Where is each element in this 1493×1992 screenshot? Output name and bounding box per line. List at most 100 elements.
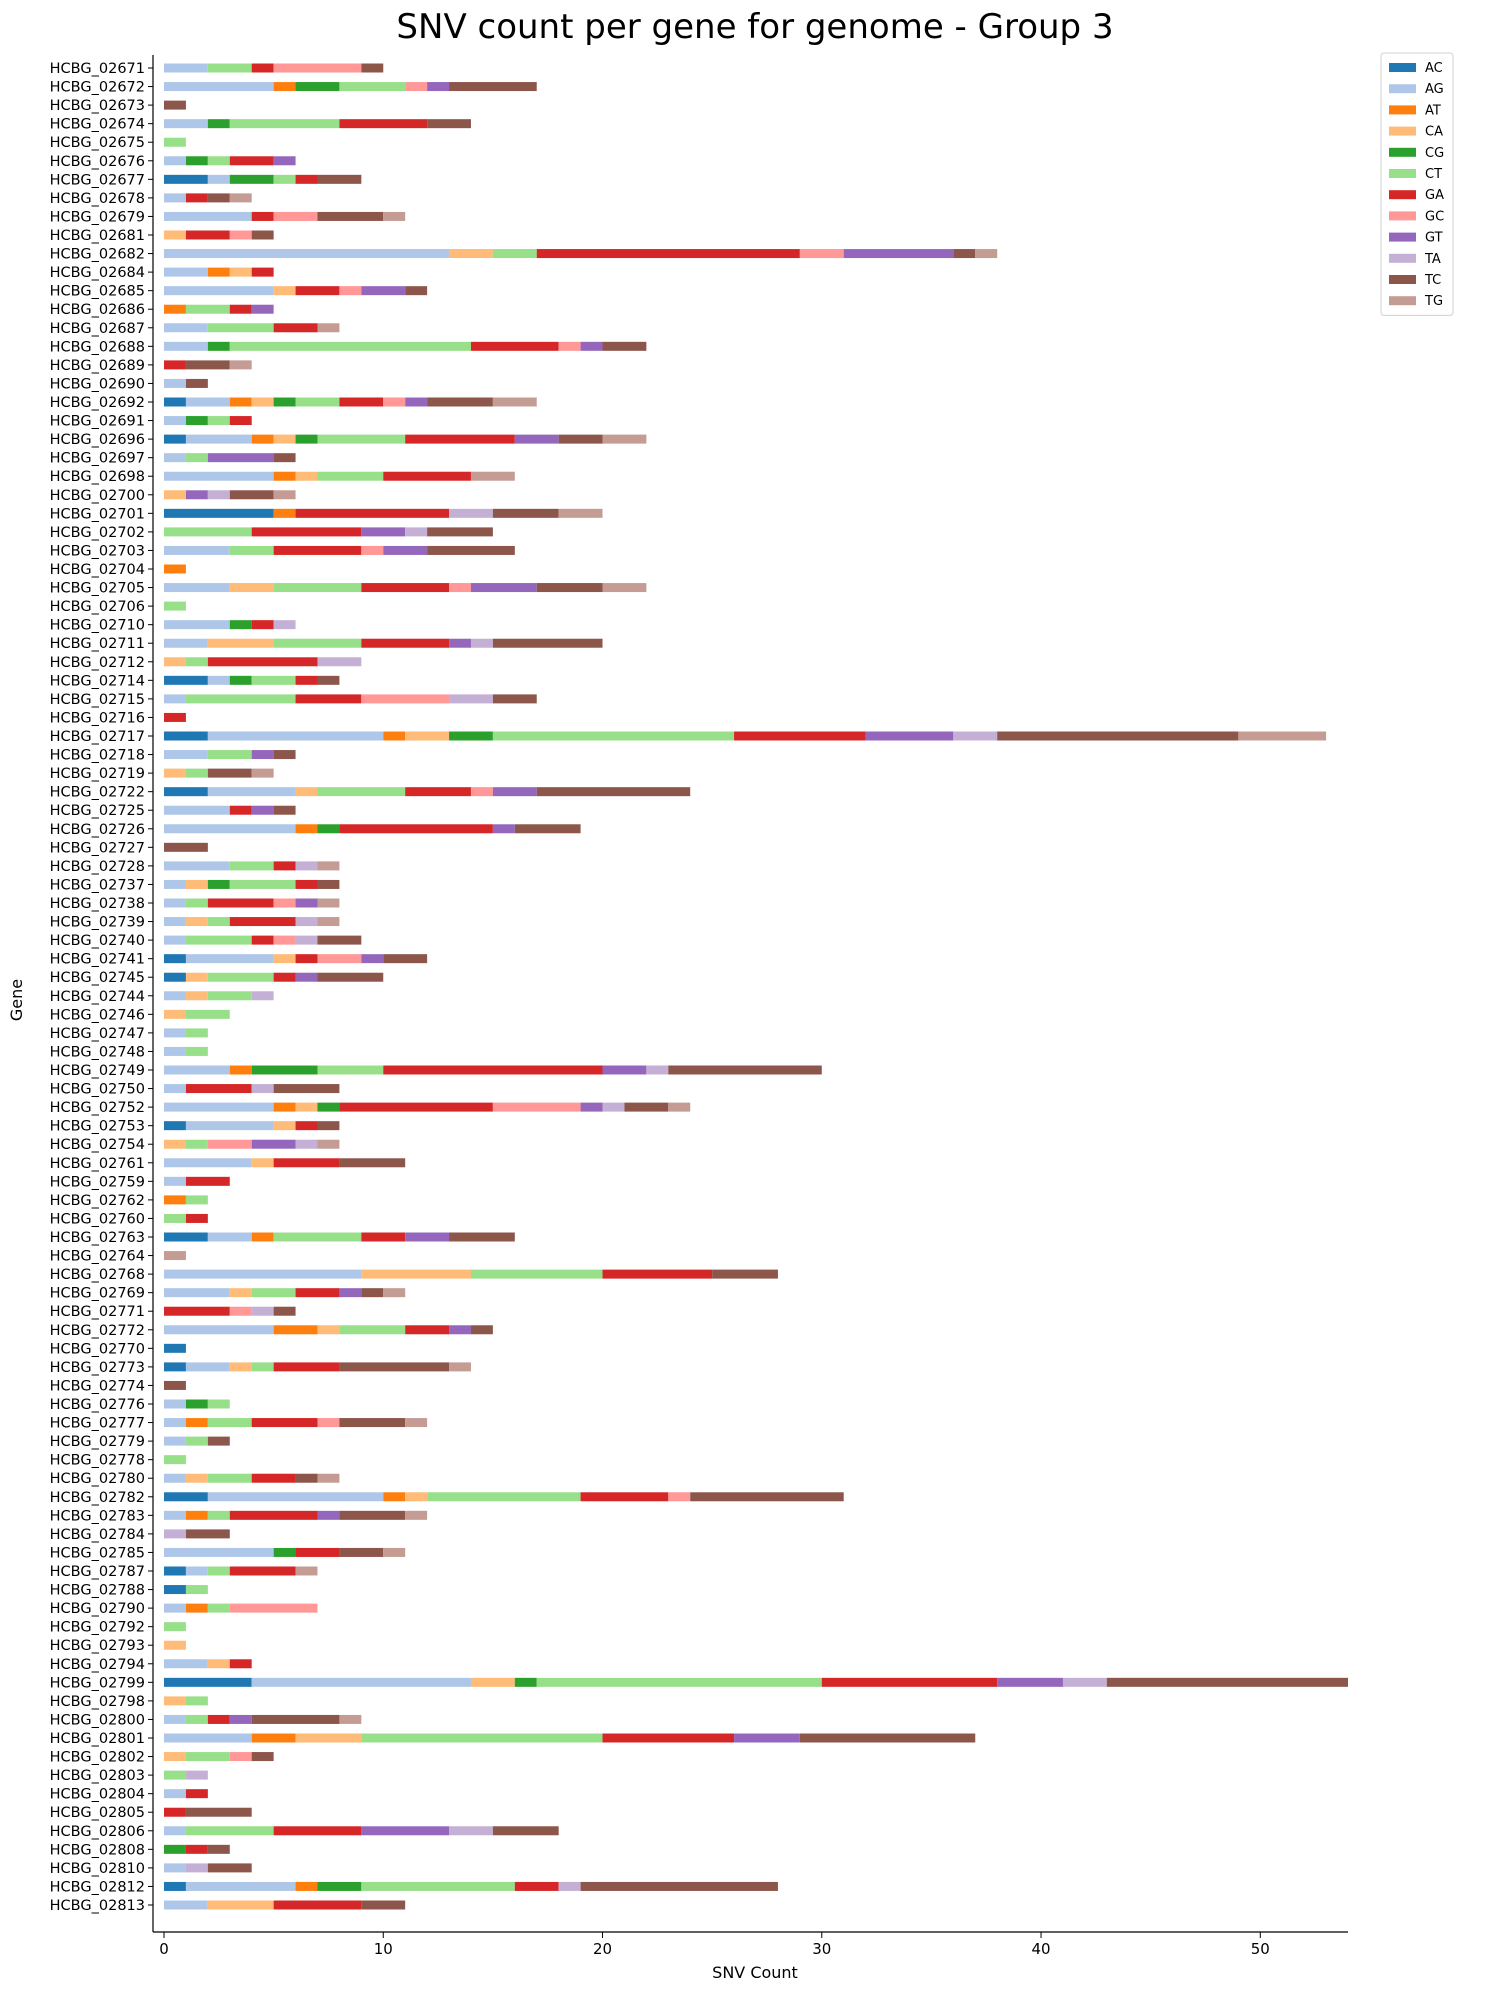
y-tick-label: HCBG_02771 <box>50 1304 145 1320</box>
bar-segment-tg <box>164 1251 186 1261</box>
y-tick-label: HCBG_02745 <box>50 970 145 986</box>
bar-segment-gc <box>317 1418 340 1428</box>
bar-segment-ga <box>273 1826 362 1836</box>
bar-segment-ga <box>251 527 362 537</box>
bar-segment-ga <box>229 156 274 166</box>
bar-segment-ag <box>164 694 186 704</box>
bar-segment-ag <box>185 954 274 964</box>
bar-segment-ta <box>646 1065 669 1075</box>
bar-segment-tg <box>251 768 274 778</box>
bar-segment-ag <box>164 1826 186 1836</box>
bar-segment-ag <box>164 471 274 481</box>
bar-segment-ag <box>164 341 208 351</box>
bar-segment-gt <box>251 750 274 760</box>
bar-segment-tc <box>251 1714 340 1724</box>
bar-segment-ta <box>273 620 296 630</box>
bar-segment-gc <box>273 63 362 73</box>
bar-segment-ct <box>207 1399 230 1409</box>
bar-segment-gt <box>317 1510 340 1520</box>
bar-segment-gc <box>273 898 296 908</box>
bar-segment-ga <box>164 1807 186 1817</box>
bar-segment-tc <box>536 787 691 797</box>
bar-segment-cg <box>185 416 208 426</box>
bar-segment-cg <box>229 620 252 630</box>
bar-segment-at <box>185 1603 208 1613</box>
bar-segment-ct <box>207 1418 252 1428</box>
y-tick-label: HCBG_02704 <box>50 562 145 578</box>
bar-segment-ag <box>164 1269 362 1279</box>
bar-segment-tg <box>317 861 340 871</box>
bar-segment-gc <box>229 1603 318 1613</box>
bar-segment-tg <box>295 1566 318 1576</box>
bar-segment-tc <box>427 397 493 407</box>
bar-segment-tg <box>317 1139 340 1149</box>
bar-segment-ac <box>164 1492 208 1502</box>
bar-segment-gc <box>317 954 362 964</box>
bar-segment-ag <box>207 174 230 184</box>
bar-segment-gt <box>207 453 274 463</box>
bar-segment-ta <box>251 1306 274 1316</box>
y-tick-label: HCBG_02679 <box>50 209 145 225</box>
bar-segment-tc <box>405 286 428 296</box>
bar-segment-gc <box>449 583 471 593</box>
bar-segment-ag <box>185 1566 208 1576</box>
bar-segment-ta <box>185 1863 208 1873</box>
legend-swatch <box>1389 296 1416 306</box>
bar-segment-tg <box>492 397 537 407</box>
bar-segment-ca <box>207 1900 274 1910</box>
bar-segment-ct <box>185 1046 208 1056</box>
bar-segment-tc <box>207 1436 230 1446</box>
bar-segment-tc <box>580 1881 778 1891</box>
bar-segment-ta <box>295 935 318 945</box>
bar-segment-ct <box>185 768 208 778</box>
bar-segment-at <box>185 1418 208 1428</box>
bar-segment-ga <box>207 898 274 908</box>
bar-segment-ag <box>164 1418 186 1428</box>
bar-segment-ga <box>536 249 800 259</box>
bar-segment-at <box>273 1325 318 1335</box>
y-tick-label: HCBG_02740 <box>50 933 145 949</box>
bar-segment-at <box>273 471 296 481</box>
bar-segment-ct <box>251 675 296 685</box>
bar-segment-gt <box>251 805 274 815</box>
bar-segment-ct <box>185 453 208 463</box>
bar-segment-tc <box>317 879 340 889</box>
bar-segment-ac <box>164 731 208 741</box>
bar-segment-ag <box>164 1399 186 1409</box>
y-tick-label: HCBG_02759 <box>50 1174 145 1190</box>
bar-segment-ga <box>251 63 274 73</box>
bar-segment-ta <box>185 1770 208 1780</box>
bar-segment-ag <box>164 453 186 463</box>
y-tick-label: HCBG_02779 <box>50 1434 145 1450</box>
y-tick-label: HCBG_02676 <box>50 154 145 170</box>
bar-segment-ag <box>164 286 274 296</box>
bar-segment-ct <box>317 787 406 797</box>
bar-segment-ag <box>164 267 208 277</box>
bar-segment-ag <box>185 1121 274 1131</box>
bar-segment-ga <box>580 1492 669 1502</box>
y-tick-label: HCBG_02747 <box>50 1026 145 1042</box>
bar-segment-ag <box>164 583 230 593</box>
bar-segment-ag <box>164 1158 252 1168</box>
bar-segment-ta <box>295 917 318 927</box>
bar-segment-ag <box>164 1659 208 1669</box>
y-tick-label: HCBG_02678 <box>50 191 145 207</box>
bar-segment-tc <box>339 1362 450 1372</box>
legend-swatch <box>1389 63 1416 72</box>
bar-segment-ca <box>317 1325 340 1335</box>
y-tick-label: HCBG_02706 <box>50 599 145 615</box>
y-tick-label: HCBG_02671 <box>50 61 145 77</box>
bar-segment-ac <box>164 954 186 964</box>
bar-segment-gc <box>668 1492 691 1502</box>
bar-segment-tc <box>164 1380 186 1390</box>
bar-segment-cg <box>185 1399 208 1409</box>
bar-segment-ta <box>470 638 493 648</box>
bar-segment-at <box>164 304 186 314</box>
y-tick-label: HCBG_02727 <box>50 840 145 856</box>
bar-segment-tc <box>317 935 362 945</box>
y-tick-label: HCBG_02778 <box>50 1453 145 1469</box>
y-tick-label: HCBG_02790 <box>50 1601 145 1617</box>
bar-segment-at <box>273 1102 296 1112</box>
y-tick-label: HCBG_02808 <box>50 1842 145 1858</box>
bar-segment-ct <box>317 434 406 444</box>
